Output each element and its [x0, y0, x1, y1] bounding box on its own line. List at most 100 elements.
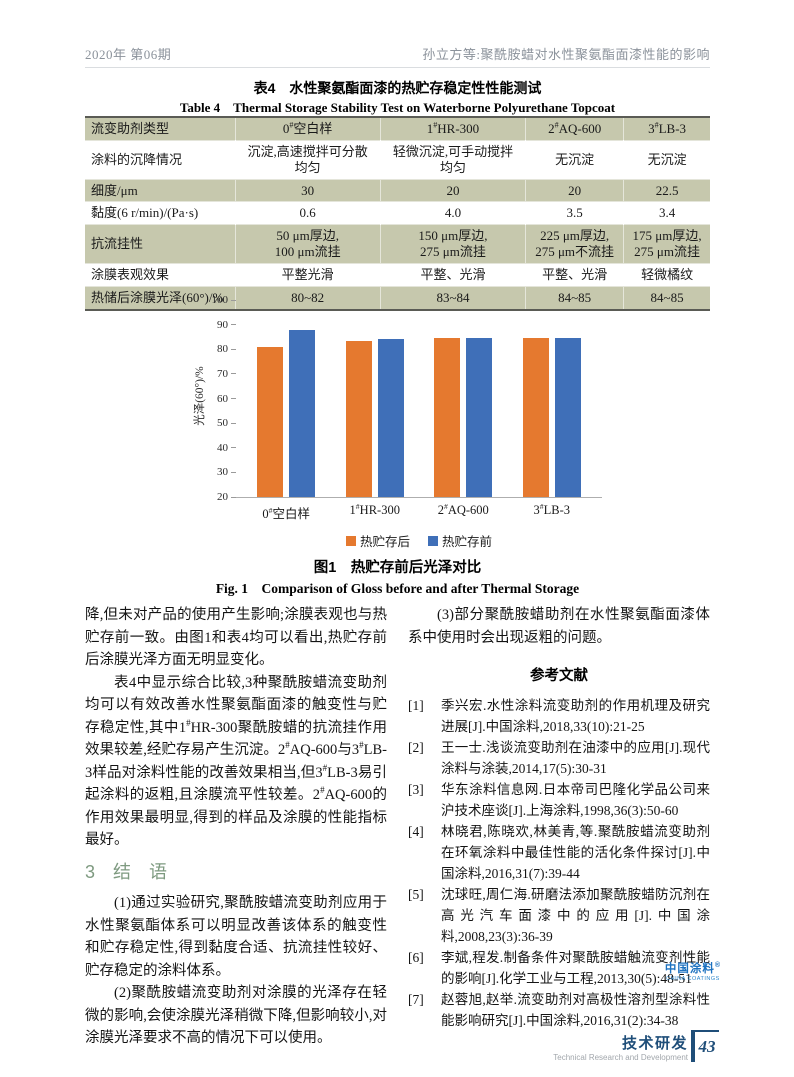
section-heading-conclusion: 3 结 语	[85, 861, 168, 882]
table-caption-cn: 表4 水性聚氨酯面漆的热贮存稳定性性能测试	[253, 80, 542, 96]
table-wrapper: 流变助剂类型 0#空白样 1#HR-300 2#AQ-600 3#LB-3 涂料的沉降情…	[85, 116, 710, 311]
y-axis-tick: 70	[204, 368, 236, 380]
page-number: 43	[698, 1037, 716, 1056]
chart-groups: 0#空白样 1#HR-300 2#AQ-600 3#LB-3	[236, 300, 602, 521]
references-list: [1] 季兴宏.水性涂料流变助剂的作用机理及研究进展[J].中国涂料,2018,3…	[408, 695, 710, 1031]
x-category-label: 0#空白样	[262, 505, 311, 521]
y-axis-tick: 30	[204, 466, 236, 478]
reference-item: [6] 李斌,程发.制备条件对聚酰胺蜡触流变剂性能的影响[J].化学工业与工程,2…	[408, 947, 710, 989]
bar-before-storage	[554, 338, 581, 497]
legend-swatch	[428, 535, 438, 546]
chart-legend: 热贮存后 热贮存前	[236, 531, 602, 550]
body-paragraph: 降,但未对产品的使用产生影响;涂膜表观也与热贮存前一致。由图1和表4均可以看出,…	[85, 607, 387, 668]
y-tick-label: 80	[217, 343, 228, 356]
table-row: 黏度(6 r/min)/(Pa·s) 0.6 4.0 3.5 3.4	[85, 201, 710, 225]
y-tick-label: 50	[217, 417, 228, 430]
table-header-row: 流变助剂类型 0#空白样 1#HR-300 2#AQ-600 3#LB-3	[85, 117, 710, 141]
reference-text: 李斌,程发.制备条件对聚酰胺蜡触流变剂性能的影响[J].化学工业与工程,2013…	[441, 949, 710, 986]
table-column-header: 2#AQ-600	[525, 117, 624, 141]
table-cell-value: 无沉淀	[623, 140, 710, 180]
y-tick-label: 90	[217, 318, 228, 331]
gloss-bar-chart: 光泽(60°)/% 100 90 80 70 60 50 40 30 20 0#空白样 1#HR-…	[190, 294, 614, 550]
bar-group: 3#LB-3	[522, 300, 581, 517]
body-paragraph: (3)部分聚酰胺蜡助剂在水性聚氨酯面漆体系中使用时会出现返粗的问题。	[408, 607, 710, 646]
legend-item: 热贮存后	[345, 531, 410, 550]
reference-text: 赵蓉旭,赵举.流变助剂对高极性溶剂型涂料性能影响研究[J].中国涂料,2016,…	[441, 991, 710, 1028]
reference-text: 沈球旺,周仁海.研磨法添加聚酰胺蜡防沉剂在高光汽车面漆中的应用[J].中国涂料,…	[441, 886, 710, 944]
body-paragraph: 表4中显示综合比较,3种聚酰胺蜡流变助剂均可以有效改善水性聚氨酯面漆的触变性与贮…	[85, 674, 388, 849]
legend-swatch	[345, 535, 356, 546]
table-cell-value: 20	[379, 179, 526, 202]
table-body: 涂料的沉降情况 沉淀,高速搅拌可分散 均匀 轻微沉淀,可手动搅拌 均匀 无沉淀 无沉淀 细度/…	[85, 140, 710, 310]
x-category-label: 2#AQ-600	[437, 501, 489, 517]
y-tick-mark	[231, 422, 236, 424]
table-cell-value: 80~82	[234, 286, 381, 310]
y-tick-label: 70	[217, 367, 228, 380]
table-row-label: 涂料的沉降情况	[91, 151, 183, 167]
table-cell-value: 平整、光滑	[379, 263, 526, 287]
y-tick-mark	[231, 447, 236, 449]
table-cell-value: 轻微沉淀,可手动搅拌 均匀	[379, 140, 526, 180]
table-row: 热储后涂膜光泽(60°)/% 80~82 83~84 84~85 84~85	[85, 286, 710, 310]
y-axis-tick: 80	[204, 343, 236, 355]
table-row: 涂料的沉降情况 沉淀,高速搅拌可分散 均匀 轻微沉淀,可手动搅拌 均匀 无沉淀 无沉淀	[85, 140, 710, 180]
reference-number: [1]	[408, 697, 424, 713]
registered-mark-icon: ®	[714, 961, 722, 970]
x-category-label: 1#HR-300	[349, 501, 400, 517]
page-number-box: 43	[691, 1030, 719, 1062]
table-caption-en: Table 4 Thermal Storage Stability Test o…	[179, 100, 616, 115]
reference-item: [1] 季兴宏.水性涂料流变助剂的作用机理及研究进展[J].中国涂料,2018,3…	[408, 695, 710, 737]
reference-number: [2]	[408, 739, 424, 755]
y-tick-mark	[231, 398, 236, 399]
table-cell-value: 轻微橘纹	[623, 263, 710, 287]
bar-before-storage	[289, 329, 316, 497]
y-tick-label: 40	[217, 441, 228, 454]
header-rule	[85, 67, 710, 68]
reference-item: [7] 赵蓉旭,赵举.流变助剂对高极性溶剂型涂料性能影响研究[J].中国涂料,20…	[408, 989, 710, 1031]
table-cell-value: 50 μm厚边, 100 μm流挂	[234, 224, 381, 264]
legend-label: 热贮存前	[442, 535, 493, 549]
figure-caption-en: Fig. 1 Comparison of Gloss before and af…	[215, 581, 580, 596]
bar-before-storage	[377, 339, 404, 497]
reference-item: [4] 林晓君,陈晓欢,林美青,等.聚酰胺蜡流变助剂在环氧涂料中最佳性能的活化条件…	[408, 821, 710, 884]
body-paragraph: (1)通过实验研究,聚酰胺蜡流变助剂应用于水性聚氨酯体系可以明显改善该体系的触变…	[85, 895, 387, 979]
reference-text: 华东涂料信息网.日本帝司巴隆化学品公司来沪技术座谈[J].上海涂料,1998,3…	[441, 781, 710, 818]
footer-section-cn: 技术研发	[621, 1035, 688, 1052]
table-cell-value: 0.6	[234, 201, 381, 225]
reference-item: [3] 华东涂料信息网.日本帝司巴隆化学品公司来沪技术座谈[J].上海涂料,199…	[408, 779, 710, 821]
table-cell-value: 平整光滑	[234, 263, 381, 287]
y-axis-tick: 90	[204, 319, 236, 331]
table-row-label: 黏度(6 r/min)/(Pa·s)	[91, 205, 199, 221]
reference-text: 季兴宏.水性涂料流变助剂的作用机理及研究进展[J].中国涂料,2018,33(1…	[441, 697, 710, 734]
footer-section-en: Technical Research and Development	[553, 1053, 688, 1062]
x-category-label: 3#LB-3	[533, 501, 571, 517]
table-cell-value: 3.5	[525, 201, 624, 225]
y-axis-tick: 100	[204, 294, 236, 306]
table-cell-value: 20	[525, 179, 624, 202]
bar-after-storage	[345, 341, 372, 497]
table-column-header: 3#LB-3	[623, 117, 710, 141]
reference-item: [2] 王一士.浅谈流变助剂在油漆中的应用[J].现代涂料与涂装,2014,17(…	[408, 737, 710, 779]
table-cell-value: 150 μm厚边, 275 μm流挂	[379, 224, 526, 264]
table-row-label: 细度/μm	[91, 182, 138, 198]
bar-before-storage	[466, 338, 493, 497]
bar-after-storage	[434, 338, 461, 497]
legend-item: 热贮存前	[428, 531, 492, 550]
table-cell-value: 3.4	[623, 201, 710, 225]
table-column-header: 0#空白样	[234, 117, 381, 141]
china-coatings-logo: 中国涂料® CHINA COATINGS	[663, 961, 723, 982]
bar-group: 2#AQ-600	[434, 300, 493, 517]
figure-caption-cn: 图1 热贮存前后光泽对比	[313, 560, 482, 576]
table-cell-value: 225 μm厚边, 275 μm不流挂	[525, 224, 624, 264]
reference-number: [6]	[408, 949, 424, 965]
table-cell-value: 平整、光滑	[525, 263, 624, 287]
table-cell-value: 4.0	[379, 201, 526, 225]
table-column-header: 流变助剂类型	[91, 121, 170, 136]
y-axis-tick: 60	[204, 393, 236, 405]
table-cell-value: 84~85	[525, 286, 624, 310]
table-row: 细度/μm 30 20 20 22.5	[85, 179, 710, 202]
table-cell-value: 175 μm厚边, 275 μm流挂	[623, 224, 710, 264]
y-tick-label: 30	[217, 466, 228, 479]
reference-number: [4]	[408, 823, 424, 839]
